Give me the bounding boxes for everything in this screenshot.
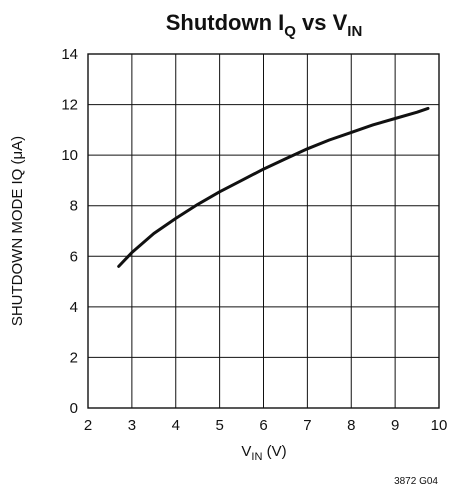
grid (88, 54, 439, 408)
x-tick-label: 3 (128, 417, 136, 434)
y-axis-label: SHUTDOWN MODE IQ (μA) (9, 136, 26, 326)
x-tick-label: 7 (303, 417, 311, 434)
plot-frame (87, 53, 440, 409)
chart-title-mid: vs V (296, 10, 348, 35)
figure-code: 3872 G04 (394, 476, 438, 487)
x-axis-label-sub: IN (251, 451, 262, 463)
series (117, 106, 430, 268)
series-line (117, 106, 430, 268)
x-tick-label: 9 (391, 417, 399, 434)
chart-title: Shutdown IQ vs VIN (166, 10, 363, 40)
x-tick-label: 6 (259, 417, 267, 434)
x-tick-label: 2 (84, 417, 92, 434)
x-tick-label: 10 (431, 417, 448, 434)
y-tick-label: 4 (70, 299, 78, 316)
y-tick-label: 6 (70, 248, 78, 265)
chart-title-sub-in: IN (347, 23, 362, 40)
y-tick-label: 8 (70, 198, 78, 215)
y-tick-label: 0 (70, 400, 78, 417)
y-tick-label: 2 (70, 349, 78, 366)
x-tick-label: 5 (215, 417, 223, 434)
x-axis-label: VIN (V) (241, 443, 286, 463)
x-axis-label-main: V (241, 443, 251, 460)
x-tick-labels: 2 3 4 5 6 7 8 9 10 (84, 417, 448, 434)
chart-title-sub-q: Q (284, 23, 296, 40)
y-tick-label: 10 (61, 147, 78, 164)
x-axis-label-rest: (V) (262, 443, 286, 460)
chart-title-main: Shutdown I (166, 10, 285, 35)
y-tick-label: 14 (61, 46, 78, 63)
y-tick-label: 12 (61, 97, 78, 114)
x-tick-label: 4 (172, 417, 180, 434)
x-tick-label: 8 (347, 417, 355, 434)
y-tick-labels: 0 2 4 6 8 10 12 14 (61, 46, 78, 417)
